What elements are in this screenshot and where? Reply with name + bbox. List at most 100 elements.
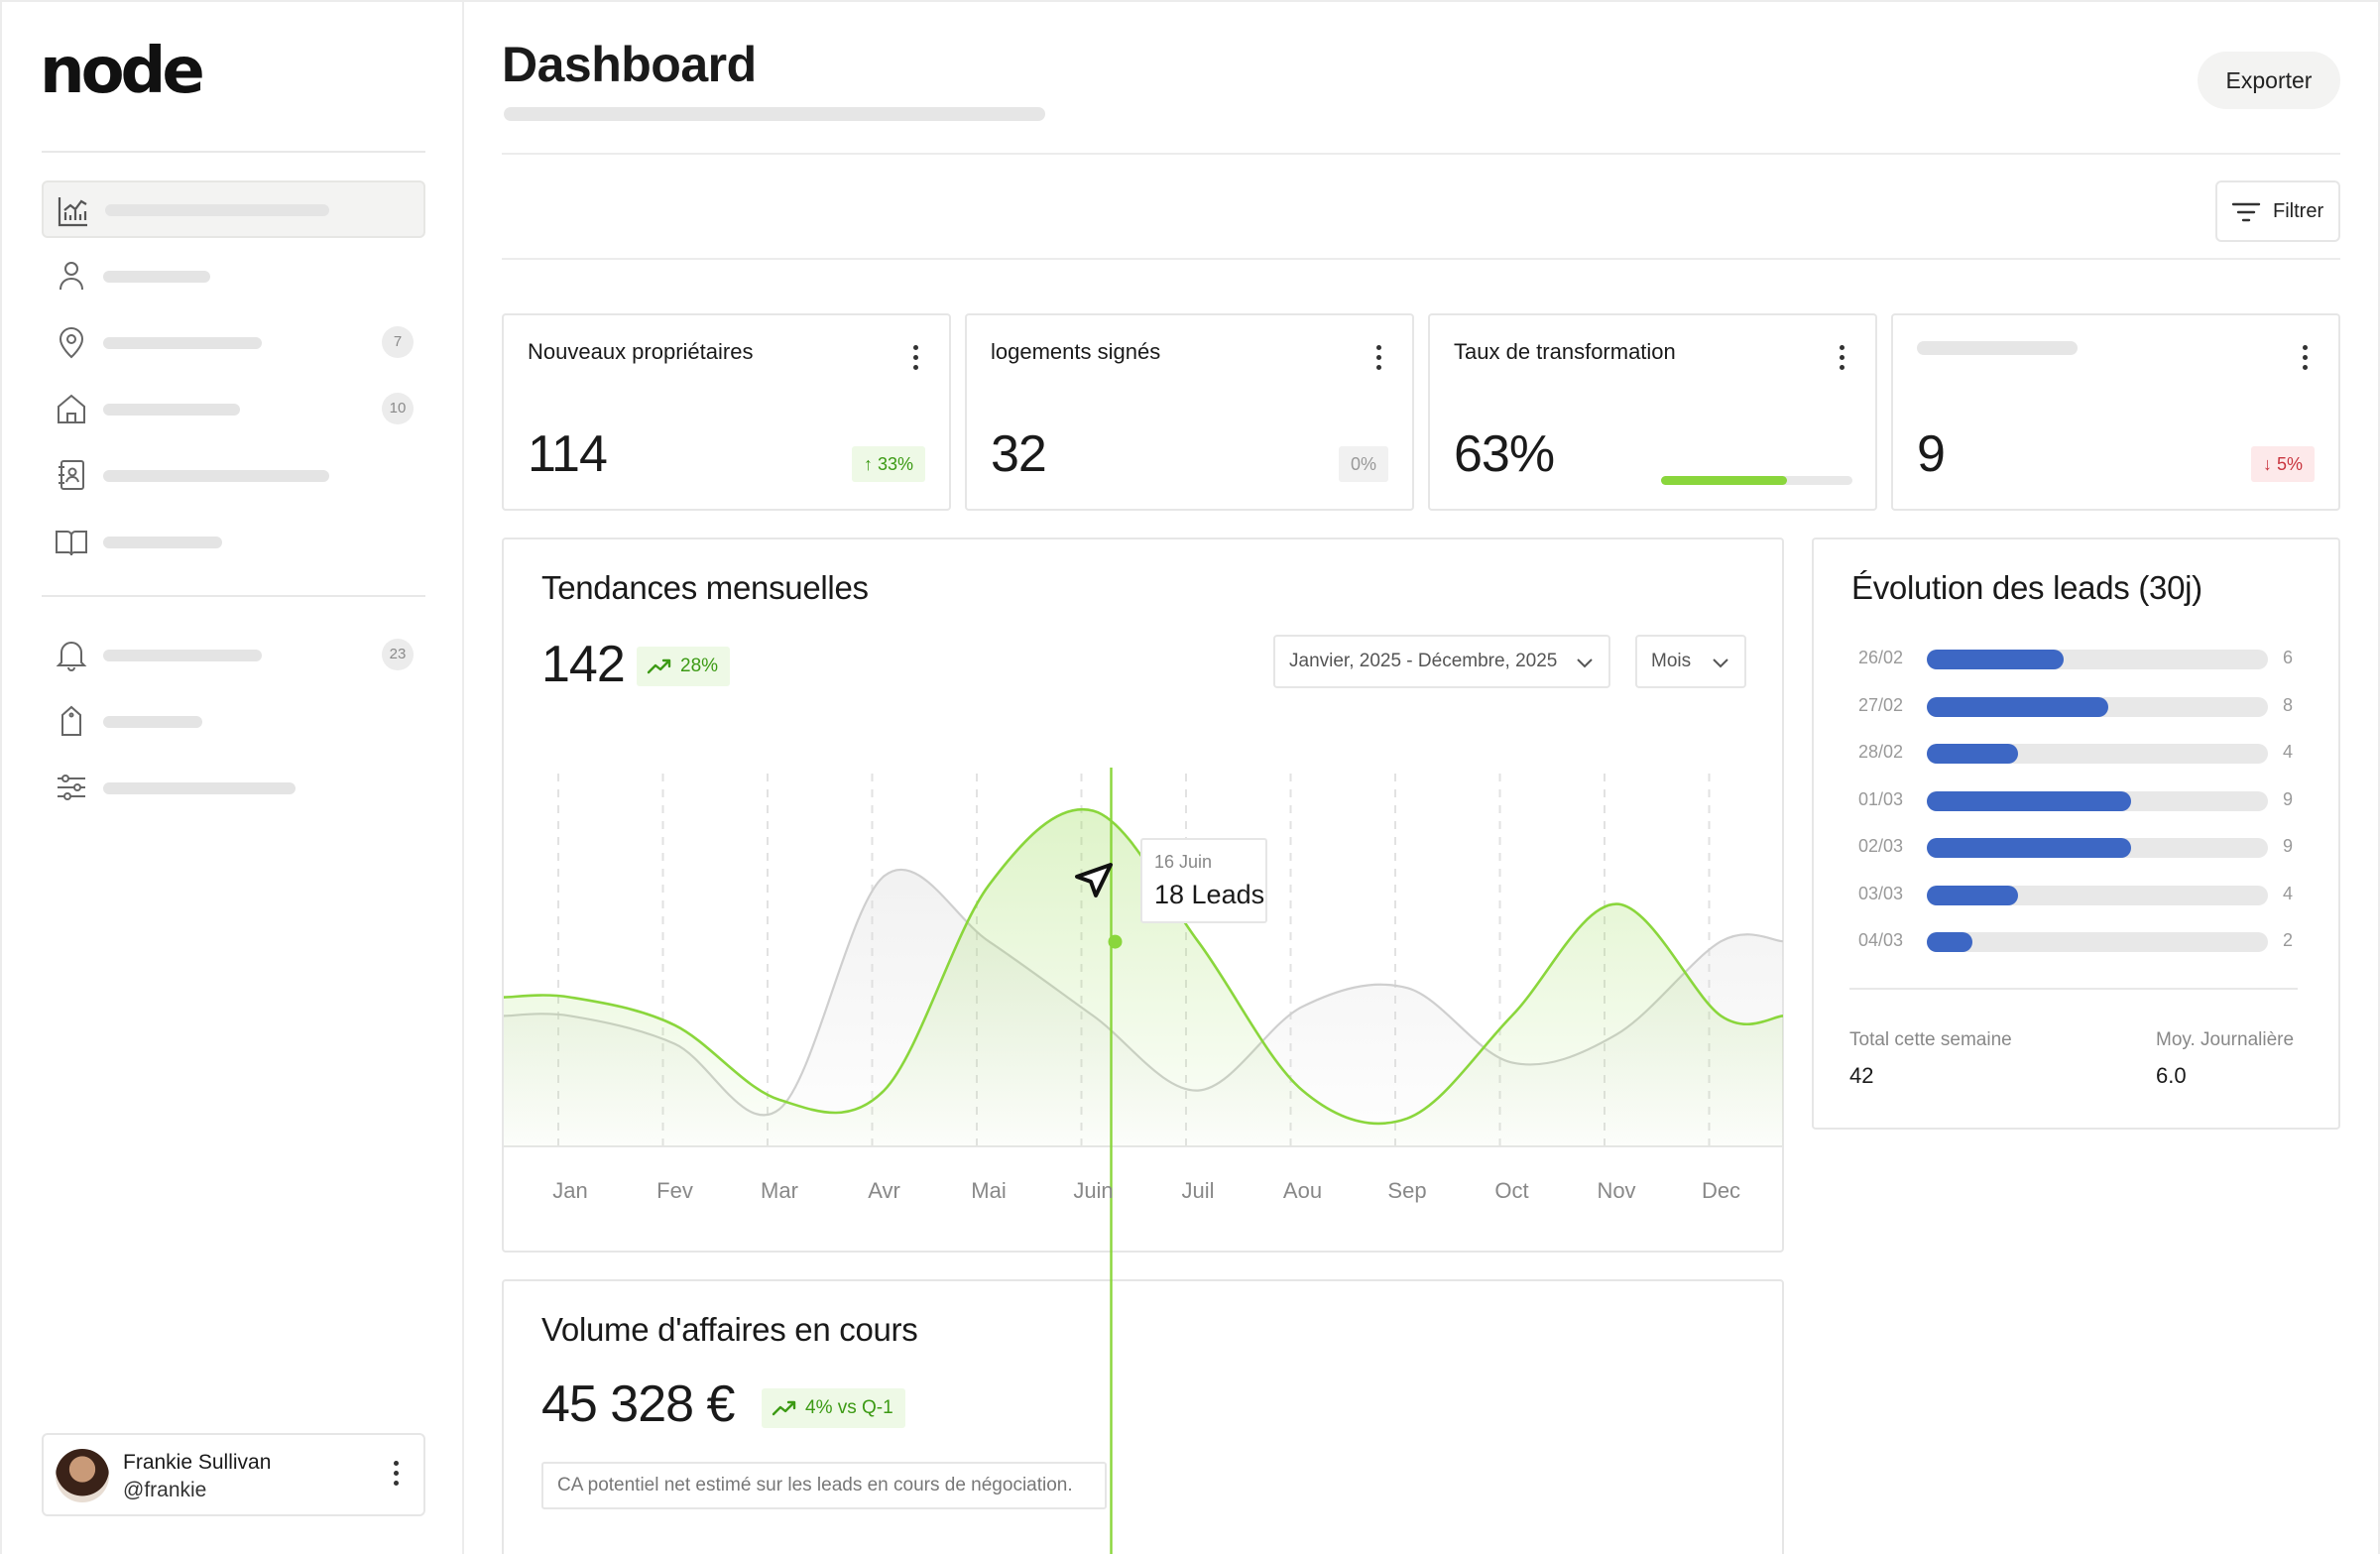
more-options-icon[interactable]	[1374, 345, 1382, 375]
export-button[interactable]: Exporter	[2198, 52, 2340, 109]
kpi-change: 0%	[1350, 454, 1376, 474]
kpi-change-badge: ↑ 33%	[851, 446, 925, 482]
lead-bar	[1927, 885, 2018, 905]
leads-divider	[1849, 988, 2298, 990]
filter-button[interactable]: Filtrer	[2215, 180, 2340, 242]
kpi-card-conversion-rate[interactable]: Taux de transformation 63%	[1428, 313, 1877, 511]
lead-row: 02/03 9	[1821, 836, 2346, 860]
volume-change-badge: 4% vs Q-1	[762, 1388, 905, 1428]
kpi-card-new-owners[interactable]: Nouveaux propriétaires 114 ↑ 33%	[502, 313, 951, 511]
sidebar-item-properties[interactable]: 10	[42, 380, 425, 437]
more-options-icon[interactable]	[1838, 345, 1845, 375]
x-tick-label: Sep	[1387, 1178, 1427, 1203]
lead-row: 01/03 9	[1821, 789, 2346, 813]
x-tick-label: Juil	[1181, 1178, 1215, 1203]
trends-change-badge: 28%	[637, 647, 731, 686]
kpi-card-4[interactable]: 9 ↓ 5%	[1891, 313, 2340, 511]
lead-date: 04/03	[1857, 930, 1903, 950]
lead-value: 2	[2283, 930, 2294, 950]
nav-label-placeholder	[103, 716, 202, 728]
trends-change: 28%	[680, 656, 719, 676]
lead-row: 28/02 4	[1821, 742, 2346, 766]
lead-value: 6	[2283, 648, 2294, 667]
kpi-change: 5%	[2276, 454, 2303, 474]
trending-up-icon	[772, 1400, 796, 1416]
nav-label-placeholder	[103, 537, 222, 548]
sidebar-item-settings[interactable]	[42, 759, 425, 816]
volume-change: 4% vs Q-1	[805, 1397, 893, 1418]
lead-bar	[1927, 744, 2018, 764]
leads-title: Évolution des leads (30j)	[1851, 569, 2202, 607]
x-tick-label: Jan	[552, 1178, 588, 1203]
user-profile-card[interactable]: Frankie Sullivan @frankie	[42, 1433, 425, 1516]
contacts-book-icon	[54, 457, 89, 493]
filter-icon	[2231, 202, 2261, 222]
header-divider	[502, 153, 2340, 155]
x-tick-label: Mai	[971, 1178, 1007, 1203]
x-tick-label: Dec	[1701, 1178, 1741, 1203]
trends-title: Tendances mensuelles	[541, 569, 869, 606]
lead-date: 28/02	[1857, 742, 1903, 762]
date-range-select[interactable]: Janvier, 2025 - Décembre, 2025	[1273, 635, 1610, 688]
x-tick-label: Aou	[1282, 1178, 1323, 1203]
lead-bar-track	[1927, 790, 2268, 811]
sidebar-divider	[42, 151, 425, 153]
map-pin-icon	[54, 324, 89, 360]
progress-fill	[1661, 476, 1788, 485]
volume-title: Volume d'affaires en cours	[541, 1311, 918, 1348]
kpi-change-badge: ↓ 5%	[2250, 446, 2315, 482]
kpi-value: 32	[991, 425, 1047, 483]
kpi-card-signed-units[interactable]: logements signés 32 0%	[965, 313, 1414, 511]
x-tick-label: Avr	[868, 1178, 900, 1203]
nav-badge: 7	[382, 326, 414, 358]
avatar	[56, 1449, 109, 1502]
lead-row: 26/02 6	[1821, 648, 2346, 671]
kpi-title: logements signés	[991, 339, 1161, 364]
sidebar-item-dashboard[interactable]	[42, 180, 425, 238]
tooltip-date: 16 Juin	[1154, 852, 1213, 872]
lead-bar	[1927, 696, 2109, 717]
chart-icon	[56, 193, 91, 229]
kpi-value: 9	[1917, 425, 1946, 483]
page-subtitle-placeholder	[504, 107, 1045, 121]
leads-card	[1812, 538, 2340, 1130]
x-tick-label: Oct	[1494, 1178, 1529, 1203]
sidebar-item-locations[interactable]: 7	[42, 313, 425, 371]
kpi-title-placeholder	[1917, 341, 2078, 355]
kpi-change: 33%	[877, 454, 913, 474]
sidebar-item-docs[interactable]	[42, 513, 425, 570]
chevron-down-icon	[1713, 658, 1728, 668]
sidebar-item-contacts[interactable]	[42, 446, 425, 504]
lead-bar-track	[1927, 696, 2268, 717]
sidebar-item-tags[interactable]	[42, 692, 425, 750]
arrow-up-icon: ↑	[863, 454, 873, 474]
nav-label-placeholder	[103, 650, 262, 661]
more-options-icon[interactable]	[392, 1461, 400, 1491]
lead-bar-track	[1927, 650, 2268, 669]
book-open-icon	[54, 524, 89, 559]
granularity-select[interactable]: Mois	[1635, 635, 1746, 688]
sidebar-item-notifications[interactable]: 23	[42, 626, 425, 683]
more-options-icon[interactable]	[911, 345, 919, 375]
cursor-arrow-icon	[1075, 863, 1113, 897]
sidebar-item-users[interactable]	[42, 247, 425, 304]
more-options-icon[interactable]	[2301, 345, 2309, 375]
trending-up-icon	[647, 658, 671, 674]
toolbar-divider	[502, 258, 2340, 260]
nav-label-placeholder	[105, 204, 329, 216]
total-week-value: 42	[1849, 1063, 1874, 1088]
daily-average-label: Moy. Journalière	[2156, 1029, 2295, 1050]
trends-total: 142	[541, 636, 626, 693]
lead-row: 04/03 2	[1821, 930, 2346, 954]
lead-value: 8	[2283, 694, 2294, 715]
home-icon	[54, 391, 89, 426]
lead-date: 01/03	[1857, 788, 1903, 809]
nav-label-placeholder	[103, 271, 210, 283]
sidebar: node 7 10	[0, 0, 464, 1554]
kpi-title: Taux de transformation	[1454, 339, 1676, 364]
total-week-label: Total cette semaine	[1849, 1029, 2012, 1050]
lead-row: 27/02 8	[1821, 695, 2346, 719]
granularity-value: Mois	[1651, 651, 1692, 671]
daily-average-value: 6.0	[2156, 1063, 2187, 1088]
nav-label-placeholder	[103, 470, 329, 482]
